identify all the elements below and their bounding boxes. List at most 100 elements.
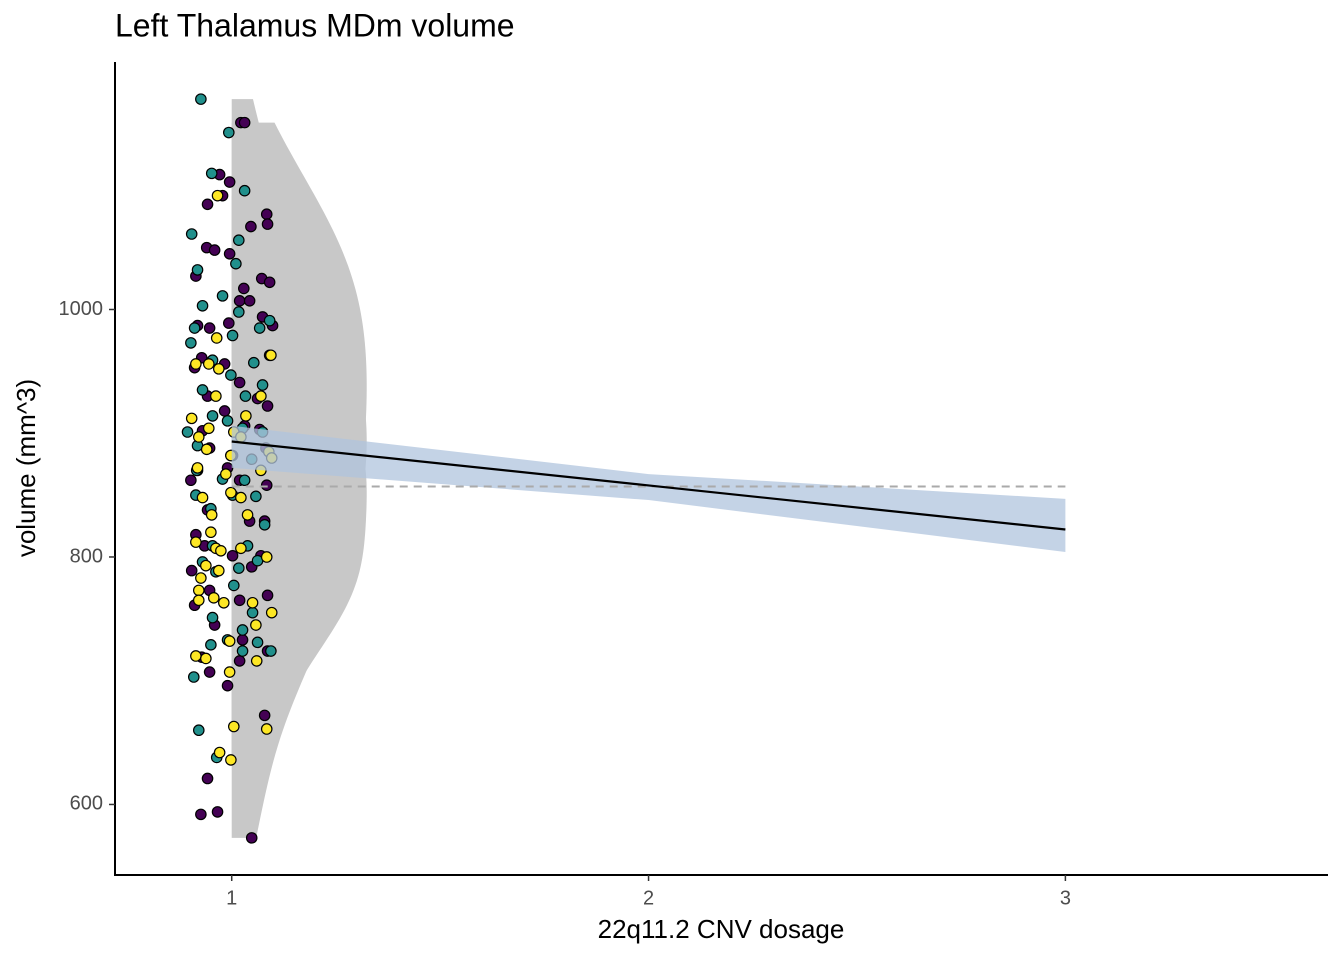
point — [223, 635, 236, 647]
point — [235, 542, 247, 555]
point — [226, 329, 239, 342]
chart-title: Left Thalamus MDm volume — [115, 7, 515, 43]
point — [192, 431, 205, 443]
point — [192, 724, 205, 737]
point — [196, 299, 209, 312]
point — [246, 606, 259, 619]
point — [250, 490, 262, 503]
point — [207, 592, 220, 604]
point — [238, 184, 251, 197]
point — [196, 384, 209, 396]
point — [201, 198, 214, 211]
point — [225, 486, 237, 499]
point — [263, 314, 276, 327]
point — [260, 723, 273, 735]
point — [195, 572, 207, 584]
point — [263, 276, 276, 289]
point — [196, 491, 209, 504]
point — [212, 363, 225, 375]
point — [211, 189, 224, 202]
point — [190, 536, 202, 548]
point — [202, 422, 215, 435]
point — [218, 405, 231, 417]
violin — [231, 195, 367, 760]
point — [208, 244, 221, 256]
point — [236, 624, 249, 636]
point — [223, 248, 236, 260]
x-tick-label: 3 — [1060, 887, 1071, 909]
point — [240, 410, 252, 422]
y-tick-label: 1000 — [59, 298, 104, 320]
confidence-band — [231, 425, 1066, 553]
point — [206, 410, 219, 422]
point — [250, 655, 263, 667]
point — [246, 596, 259, 609]
point — [188, 322, 201, 334]
point — [261, 218, 274, 230]
point — [191, 264, 204, 276]
point — [260, 551, 273, 563]
point — [190, 358, 202, 370]
point — [212, 564, 225, 577]
point — [256, 379, 269, 391]
point — [205, 526, 217, 539]
point — [253, 322, 266, 334]
point — [181, 426, 194, 438]
point — [227, 579, 240, 592]
point — [245, 832, 258, 844]
point — [260, 208, 273, 221]
point — [255, 390, 267, 402]
x-axis-label: 22q11.2 CNV dosage — [598, 914, 845, 944]
point — [185, 474, 197, 487]
point — [265, 349, 277, 362]
x-tick-label: 2 — [643, 887, 654, 909]
point — [258, 519, 271, 531]
point — [233, 376, 246, 389]
point — [233, 306, 245, 318]
point — [205, 639, 217, 651]
y-axis-label: volume (mm^3) — [11, 379, 41, 557]
x-tick-label: 1 — [226, 887, 237, 909]
point — [260, 479, 273, 492]
point — [200, 559, 212, 572]
point — [205, 509, 218, 521]
point — [238, 474, 251, 487]
point — [192, 594, 205, 607]
point — [258, 709, 271, 722]
point — [185, 337, 197, 349]
point — [236, 634, 249, 646]
point — [265, 645, 277, 657]
point — [210, 332, 223, 344]
point — [233, 655, 246, 667]
point — [223, 666, 236, 678]
point — [221, 679, 234, 692]
point — [248, 356, 260, 369]
point — [222, 317, 235, 329]
point — [205, 167, 218, 180]
point — [206, 611, 219, 624]
point — [213, 746, 226, 759]
point — [233, 234, 245, 246]
point — [200, 652, 212, 665]
point — [185, 228, 198, 240]
point — [223, 176, 236, 188]
point — [195, 93, 207, 105]
point — [265, 606, 278, 619]
point — [251, 636, 264, 649]
point — [220, 468, 232, 480]
point — [210, 390, 222, 402]
point — [222, 126, 235, 139]
point — [187, 671, 200, 683]
point — [239, 390, 252, 402]
point — [203, 666, 216, 678]
point — [217, 596, 230, 609]
point — [216, 290, 229, 302]
point — [185, 564, 198, 577]
point — [225, 369, 237, 381]
point — [226, 549, 239, 562]
point — [221, 415, 234, 427]
point — [233, 295, 246, 307]
point — [227, 720, 240, 733]
point — [225, 754, 237, 766]
